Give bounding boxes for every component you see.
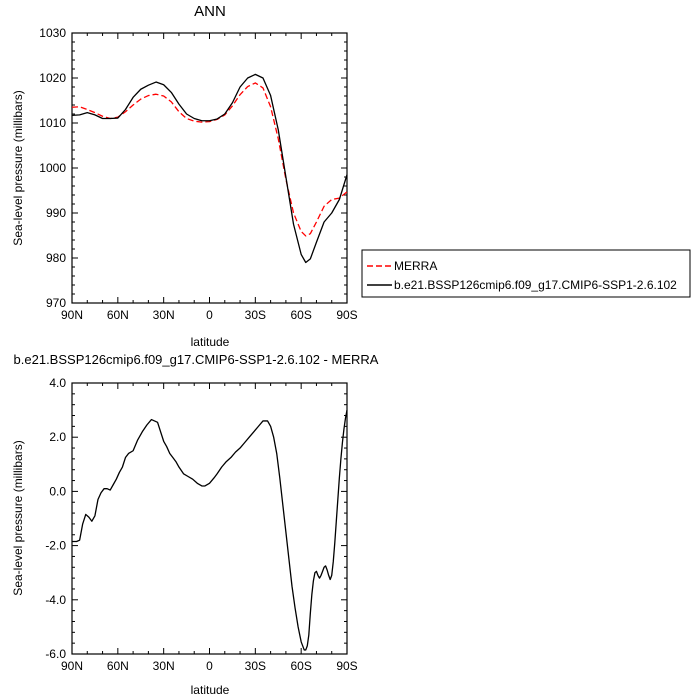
panel-1-y-tick-label: 990 <box>46 206 66 220</box>
panel-1-series-2-line <box>71 73 348 264</box>
panel-2-x-tick-label: 0 <box>206 659 213 673</box>
panel-2-ticks: 90N 60N 30N 0 30S 60S 90S -6.0 -4.0 -2.0 0.0 2.0 4.0 <box>45 376 357 673</box>
panel-1-y-tick-label: 1000 <box>39 161 66 175</box>
panel-2-x-tick-label: 30S <box>245 659 266 673</box>
panel-1-x-tick-label: 90S <box>336 308 357 322</box>
panel-2-title: b.e21.BSSP126cmip6.f09_g17.CMIP6-SSP1-2.… <box>14 352 379 367</box>
panel-2-x-tick-label: 60N <box>107 659 129 673</box>
panel-2-x-tick-label: 30N <box>153 659 175 673</box>
panel-2-series <box>72 409 348 651</box>
panel-1-x-tick-label: 60S <box>290 308 311 322</box>
panel-2-series-1-line <box>72 409 348 651</box>
panel-2-plot-frame <box>71 382 348 655</box>
panel-1-series-1-line <box>71 82 348 237</box>
panel-1-x-tick-label: 30S <box>245 308 266 322</box>
panel-1-y-tick-label: 980 <box>46 251 66 265</box>
panel-2: b.e21.BSSP126cmip6.f09_g17.CMIP6-SSP1-2.… <box>11 352 379 697</box>
panel-2-ylabel: Sea-level pressure (millibars) <box>11 440 25 595</box>
panel-1-series <box>71 73 348 264</box>
panel-1: ANN 90N 60N 30N 0 30S 60S 90S 970 980 990 1000 1010… <box>11 3 358 349</box>
panel-2-x-tick-label: 90S <box>336 659 357 673</box>
panel-2-y-tick-label: 4.0 <box>49 376 66 390</box>
legend-box <box>361 249 691 298</box>
panel-2-y-tick-label: -6.0 <box>45 647 66 661</box>
panel-1-y-tick-label: 1010 <box>39 116 66 130</box>
panel-1-x-tick-label: 60N <box>107 308 129 322</box>
panel-2-x-tick-label: 90N <box>61 659 83 673</box>
panel-1-y-tick-label: 1030 <box>39 26 66 40</box>
panel-1-ticks: 90N 60N 30N 0 30S 60S 90S 970 980 990 1000 1010 1020… <box>39 26 357 322</box>
panel-1-xlabel: latitude <box>191 335 230 349</box>
panel-1-y-tick-label: 970 <box>46 296 66 310</box>
legend-label-merra: MERRA <box>394 259 437 273</box>
panel-1-x-tick-label: 30N <box>153 308 175 322</box>
panel-2-y-tick-label: 0.0 <box>49 484 66 498</box>
panel-1-x-tick-label: 0 <box>206 308 213 322</box>
panel-1-ylabel: Sea-level pressure (millibars) <box>11 90 25 245</box>
panel-1-title: ANN <box>194 3 226 20</box>
panel-1-y-tick-label: 1020 <box>39 71 66 85</box>
legend-label-model: b.e21.BSSP126cmip6.f09_g17.CMIP6-SSP1-2.… <box>394 278 677 292</box>
panel-1-x-tick-label: 90N <box>61 308 83 322</box>
panel-2-y-tick-label: -4.0 <box>45 593 66 607</box>
legend: MERRA b.e21.BSSP126cmip6.f09_g17.CMIP6-S… <box>361 249 691 298</box>
panel-2-y-tick-label: 2.0 <box>49 430 66 444</box>
panel-2-xlabel: latitude <box>191 683 230 697</box>
panel-2-x-tick-label: 60S <box>290 659 311 673</box>
panel-2-y-tick-label: -2.0 <box>45 539 66 553</box>
